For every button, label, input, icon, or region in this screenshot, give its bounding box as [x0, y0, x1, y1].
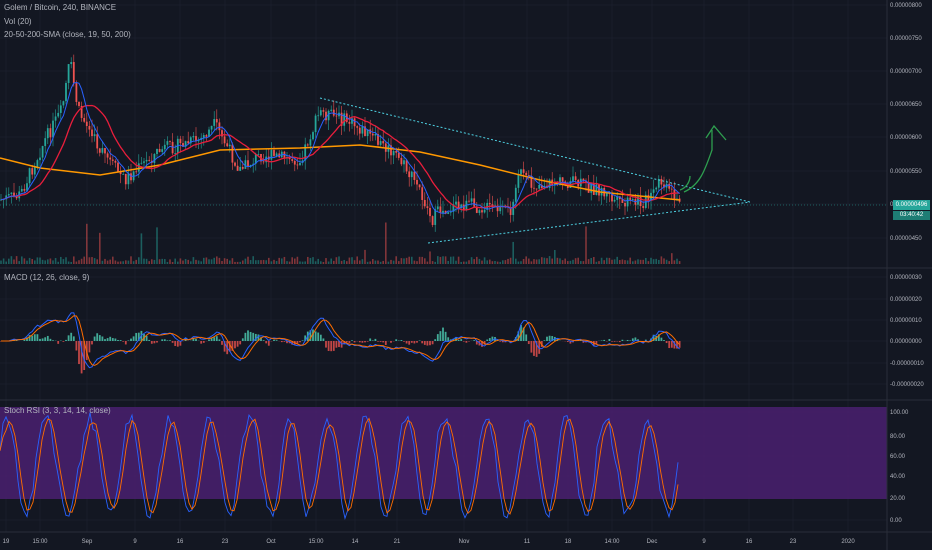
macd-legend[interactable]: MACD (12, 26, close, 9) — [4, 273, 90, 282]
time-tick-label: 15:00 — [308, 539, 324, 545]
volume-bars — [0, 222, 681, 264]
stoch-d-line — [0, 417, 679, 515]
time-tick-label: 23 — [222, 539, 229, 545]
time-axis-ticks[interactable]: 19 15:00 Sep 9 16 23 Oct 15:00 14 21 Nov 11 18 14:00 D… — [3, 539, 856, 545]
price-candles — [0, 54, 681, 232]
time-tick-label: Dec — [647, 539, 658, 545]
stoch-k-line — [0, 412, 679, 521]
time-tick-label: Sep — [82, 539, 93, 545]
rsi-tick-label: 20.00 — [890, 496, 906, 502]
price-tick-label: 0.00000750 — [890, 36, 922, 42]
descending-trendline — [319, 97, 751, 203]
macd-tick-label: -0.00000020 — [890, 382, 924, 388]
macd-signal-line — [1, 315, 680, 366]
time-tick-label: 11 — [524, 539, 531, 545]
price-tick-label: 0.00000600 — [890, 135, 922, 141]
arrow-tail-curve — [679, 175, 691, 191]
time-tick-label: 23 — [790, 539, 797, 545]
macd-tick-label: 0.00000020 — [890, 297, 922, 303]
time-tick-label: Oct — [266, 539, 276, 545]
sma-50-line — [0, 104, 680, 211]
sma-19-line — [0, 81, 680, 214]
stoch-rsi-legend[interactable]: Stoch RSI (3, 3, 14, 14, close) — [4, 406, 111, 415]
time-tick-label: 18 — [565, 539, 572, 545]
macd-axis-ticks[interactable]: 0.00000030 0.00000020 0.00000010 0.00000000… — [890, 275, 924, 388]
time-tick-label: 9 — [702, 539, 706, 545]
price-tick-label: 0.00000450 — [890, 236, 922, 242]
macd-tick-label: 0.00000030 — [890, 275, 922, 281]
time-tick-label: 21 — [394, 539, 401, 545]
time-tick-label: 16 — [177, 539, 184, 545]
time-tick-label: 14:00 — [604, 539, 620, 545]
rsi-tick-label: 40.00 — [890, 474, 906, 480]
rsi-tick-label: 0.00 — [890, 518, 902, 524]
bullish-arrow-icon — [683, 124, 727, 193]
volume-legend[interactable]: Vol (20) — [4, 17, 32, 26]
time-tick-label: 2020 — [841, 539, 855, 545]
price-tick-label: 0.00000550 — [890, 169, 922, 175]
rsi-tick-label: 80.00 — [890, 434, 906, 440]
macd-tick-label: -0.00000010 — [890, 361, 924, 367]
rsi-tick-label: 60.00 — [890, 454, 906, 460]
rsi-tick-label: 100.00 — [890, 410, 909, 416]
macd-tick-label: 0.00000000 — [890, 339, 922, 345]
time-tick-label: Nov — [459, 539, 470, 545]
price-tick-label: 0.00000800 — [890, 3, 922, 9]
symbol-legend[interactable]: Golem / Bitcoin, 240, BINANCE — [4, 3, 117, 12]
time-tick-label: 9 — [133, 539, 137, 545]
price-tick-label: 0.00000650 — [890, 102, 922, 108]
time-tick-label: 16 — [746, 539, 753, 545]
sma-legend[interactable]: 20-50-200-SMA (close, 19, 50, 200) — [4, 30, 131, 39]
time-tick-label: 14 — [352, 539, 359, 545]
macd-tick-label: 0.00000010 — [890, 318, 922, 324]
price-tick-label: 0.00000700 — [890, 69, 922, 75]
rsi-axis-ticks[interactable]: 100.00 80.00 60.00 40.00 20.00 0.00 — [890, 410, 909, 524]
time-tick-label: 19 — [3, 539, 10, 545]
sma-200-line — [0, 144, 681, 201]
time-tick-label: 15:00 — [32, 539, 48, 545]
bar-countdown-label: 03:40:42 — [893, 211, 930, 220]
current-price-label: 0.00000496 — [893, 200, 930, 210]
